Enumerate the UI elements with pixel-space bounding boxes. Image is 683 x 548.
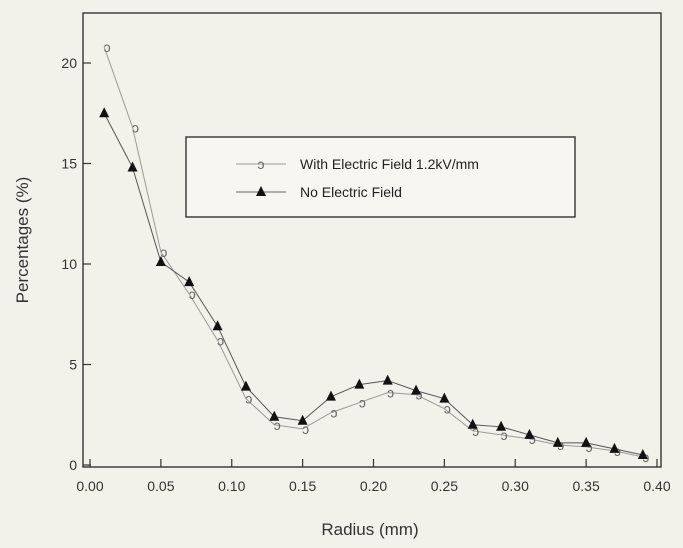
point-no-electric-field <box>212 320 223 331</box>
x-tick-label: 0.35 <box>573 478 600 494</box>
point-no-electric-field <box>155 255 166 266</box>
point-with-electric-field: ɔ <box>501 427 508 443</box>
point-no-electric-field <box>269 410 280 421</box>
point-no-electric-field <box>637 448 648 459</box>
point-no-electric-field <box>467 418 478 429</box>
point-with-electric-field: ɔ <box>217 332 224 348</box>
point-with-electric-field: ɔ <box>529 431 536 447</box>
point-no-electric-field <box>496 420 507 431</box>
point-with-electric-field: ɔ <box>444 401 451 417</box>
point-no-electric-field <box>552 436 563 447</box>
x-axis: 0.00 0.05 0.10 0.15 0.20 0.25 0.30 0.35 0.40 <box>76 459 671 494</box>
point-with-electric-field: ɔ <box>104 39 111 55</box>
series-layer: ɔɔɔɔɔɔɔɔɔɔɔɔɔɔɔɔɔɔɔɔ <box>99 39 649 465</box>
x-tick-label: 0.05 <box>147 478 174 494</box>
point-with-electric-field: ɔ <box>245 391 252 407</box>
point-no-electric-field <box>184 276 195 287</box>
y-tick-label: 20 <box>61 55 77 71</box>
y-tick-label: 5 <box>69 357 77 373</box>
legend-marker-triangle <box>256 186 266 196</box>
y-tick-label: 10 <box>61 256 77 272</box>
y-tick-label: 15 <box>61 156 77 172</box>
point-with-electric-field: ɔ <box>359 395 366 411</box>
x-tick-label: 0.25 <box>431 478 458 494</box>
point-no-electric-field <box>382 374 393 385</box>
point-with-electric-field: ɔ <box>330 405 337 421</box>
plot-area <box>82 12 662 468</box>
y-axis: 0 5 10 15 20 <box>61 55 91 473</box>
legend-box <box>185 136 576 218</box>
point-with-electric-field: ɔ <box>189 286 196 302</box>
point-no-electric-field <box>297 414 308 425</box>
point-no-electric-field <box>127 161 138 172</box>
point-no-electric-field <box>411 384 422 395</box>
x-tick-label: 0.40 <box>643 478 670 494</box>
point-no-electric-field <box>524 428 535 439</box>
point-no-electric-field <box>99 107 110 118</box>
legend-marker-open-circle: ɔ <box>258 156 265 172</box>
point-with-electric-field: ɔ <box>302 421 309 437</box>
point-no-electric-field <box>240 380 251 391</box>
x-tick-label: 0.10 <box>218 478 245 494</box>
point-no-electric-field <box>609 442 620 453</box>
point-with-electric-field: ɔ <box>586 439 593 455</box>
y-tick-label: 0 <box>69 457 77 473</box>
y-axis-label: Percentages (%) <box>13 177 32 304</box>
legend: ɔ With Electric Field 1.2kV/mm No Electr… <box>185 136 576 218</box>
legend-label-with-electric-field: With Electric Field 1.2kV/mm <box>300 156 479 172</box>
series-line-no-electric-field <box>103 113 643 456</box>
x-tick-label: 0.30 <box>502 478 529 494</box>
point-with-electric-field: ɔ <box>472 423 479 439</box>
point-with-electric-field: ɔ <box>416 387 423 403</box>
legend-label-no-electric-field: No Electric Field <box>300 184 402 200</box>
x-tick-label: 0.15 <box>289 478 316 494</box>
x-axis-label: Radius (mm) <box>321 520 418 539</box>
point-with-electric-field: ɔ <box>132 119 139 135</box>
point-no-electric-field <box>354 378 365 389</box>
series-line-with-electric-field <box>103 46 643 458</box>
point-no-electric-field <box>439 392 450 403</box>
x-tick-label: 0.00 <box>76 478 103 494</box>
point-with-electric-field: ɔ <box>160 244 167 260</box>
point-no-electric-field <box>325 390 336 401</box>
point-with-electric-field: ɔ <box>274 417 281 433</box>
point-no-electric-field <box>581 436 592 447</box>
point-with-electric-field: ɔ <box>387 385 394 401</box>
x-tick-label: 0.20 <box>360 478 387 494</box>
